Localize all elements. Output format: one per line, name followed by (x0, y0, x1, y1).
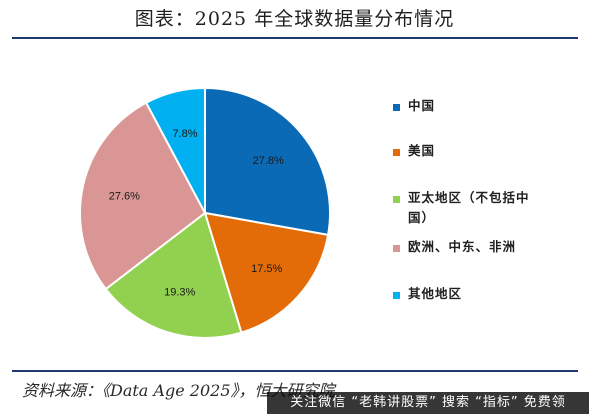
source-note: 资料来源：《Data Age 2025》，恒大研究院 (22, 381, 335, 400)
legend-swatch-apac (393, 196, 400, 203)
legend-label-china: 中国 (408, 98, 436, 113)
legend-swatch-other (393, 292, 400, 299)
legend-item-other: 其他地区 (393, 286, 462, 304)
slice-label-other: 7.8% (172, 128, 197, 140)
legend-label-other: 其他地区 (408, 286, 463, 301)
legend-item-emea: 欧洲、中东、非洲 (393, 239, 516, 257)
legend-swatch-usa (393, 149, 400, 156)
legend-label-emea: 欧洲、中东、非洲 (408, 239, 517, 254)
legend-item-apac: 亚太地区（不包括中国） (393, 190, 548, 228)
title-rule (12, 37, 578, 39)
legend-item-usa: 美国 (393, 143, 435, 161)
slice-label-usa: 17.5% (251, 263, 282, 275)
chart-title: 图表：2025 年全球数据量分布情况 (134, 8, 455, 30)
slice-label-emea: 27.6% (109, 191, 140, 203)
pie-slice-usa (203, 211, 330, 334)
legend-swatch-emea (393, 245, 400, 252)
pie-slice-apac (104, 211, 243, 339)
pie-slice-china (204, 86, 331, 237)
legend-label-apac: 亚太地区（不包括中国） (408, 190, 530, 225)
watermark-banner: 关注微信 “老韩讲股票” 搜索 “指标” 免费领 (267, 392, 589, 414)
pie-chart: 27.8% 17.5% 19.3% 27.6% 7.8% (79, 86, 331, 339)
slice-label-apac: 19.3% (164, 287, 195, 299)
footer-rule (12, 370, 578, 372)
legend-label-usa: 美国 (408, 143, 436, 158)
pie-slice-other (144, 86, 206, 214)
legend-swatch-china (393, 104, 400, 111)
slice-label-china: 27.8% (253, 155, 284, 167)
legend-item-china: 中国 (393, 98, 435, 116)
pie-slice-emea (79, 101, 207, 291)
